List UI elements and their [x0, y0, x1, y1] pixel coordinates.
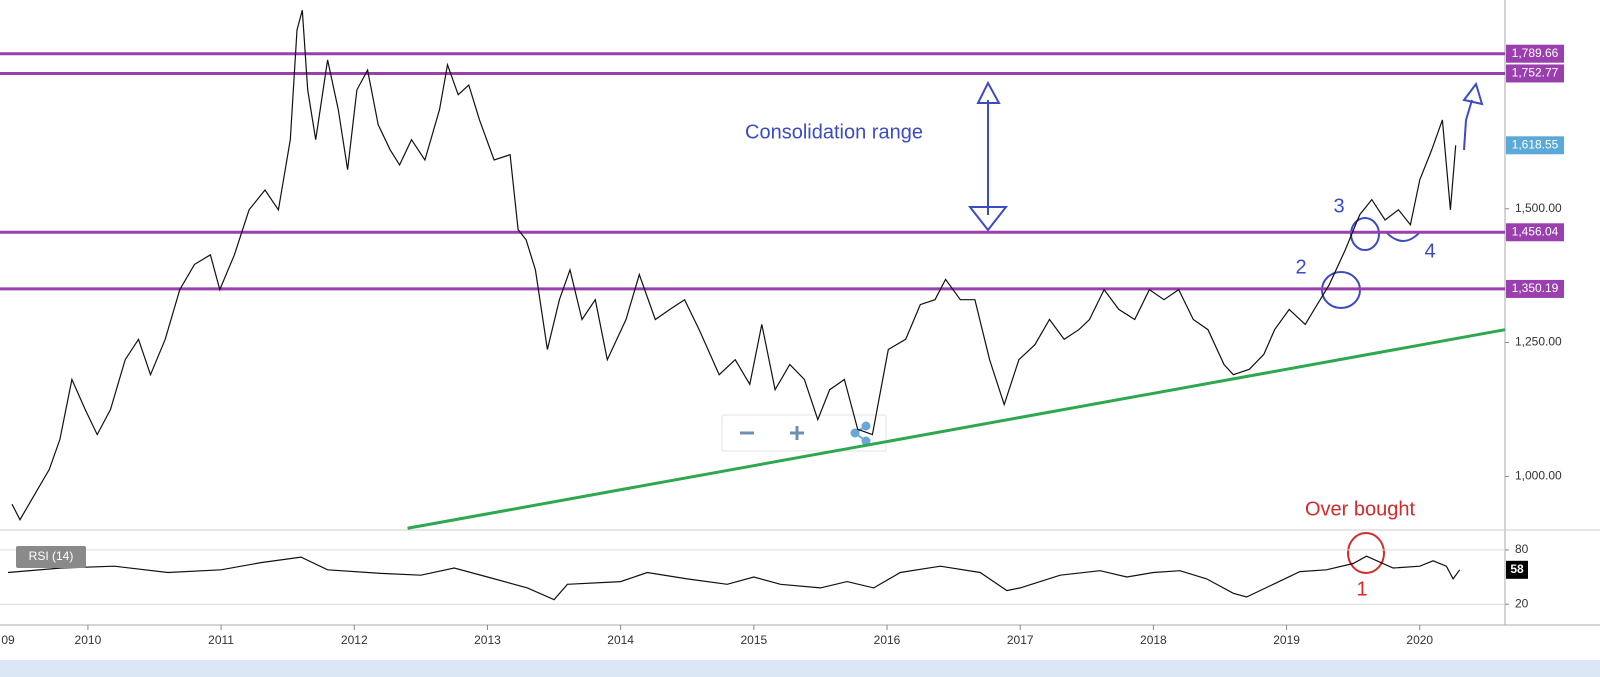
y-tick-label: 20 — [1515, 596, 1529, 610]
annotation: 3 — [1333, 195, 1344, 217]
x-tick-label: 2019 — [1273, 633, 1300, 647]
x-tick-label: 2020 — [1406, 633, 1433, 647]
last-value-label: 58 — [1510, 562, 1524, 576]
level-tag — [1506, 223, 1564, 242]
level-label: 1,752.77 — [1512, 66, 1559, 80]
x-tick-label: 09 — [1, 633, 15, 647]
trend-line — [407, 328, 1506, 530]
level-label: 1,456.04 — [1512, 224, 1559, 238]
share-button[interactable] — [850, 421, 871, 446]
level-tag — [1506, 279, 1564, 298]
window-frame — [0, 660, 1600, 677]
annotation: 4 — [1424, 240, 1435, 262]
y-tick-label: 1,250.00 — [1515, 335, 1562, 349]
indicator-badge — [16, 546, 86, 568]
arrow-head — [1462, 81, 1484, 106]
annotation: 1 — [1356, 578, 1367, 600]
level-tag — [1506, 64, 1564, 83]
last-price-label: 1,618.55 — [1512, 137, 1559, 151]
hand-circle — [1350, 217, 1380, 251]
arrow-head — [976, 80, 1001, 104]
x-tick-label: 2013 — [474, 633, 501, 647]
x-tick-label: 2018 — [1140, 633, 1167, 647]
y-tick-label: 80 — [1515, 542, 1529, 556]
x-tick-label: 2010 — [75, 633, 102, 647]
x-tick-label: 2012 — [341, 633, 368, 647]
last-value-tag — [1506, 560, 1528, 579]
hand-circle — [1347, 532, 1385, 574]
price-line — [7, 555, 1461, 601]
annotation: Over bought — [1305, 498, 1416, 520]
x-tick-label: 2017 — [1007, 633, 1034, 647]
hand-arrow — [1463, 99, 1473, 151]
arrow-head — [967, 206, 1009, 232]
x-tick-label: 2015 — [740, 633, 767, 647]
level-tag — [1506, 44, 1564, 63]
annotation: Consolidation range — [745, 121, 923, 143]
annotation: 2 — [1295, 256, 1306, 278]
zoom-controls — [721, 414, 887, 452]
x-tick-label: 2014 — [607, 633, 634, 647]
price-line — [11, 10, 1457, 521]
level-label: 1,350.19 — [1512, 281, 1559, 295]
last-price-tag — [1506, 136, 1564, 155]
x-tick-label: 2011 — [208, 633, 234, 647]
y-tick-label: 1,500.00 — [1515, 201, 1562, 215]
level-label: 1,789.66 — [1512, 46, 1559, 60]
x-tick-label: 2016 — [874, 633, 901, 647]
hand-cup — [1385, 231, 1421, 242]
y-tick-label: 1,000.00 — [1515, 469, 1562, 483]
indicator-title: RSI (14) — [29, 549, 74, 563]
